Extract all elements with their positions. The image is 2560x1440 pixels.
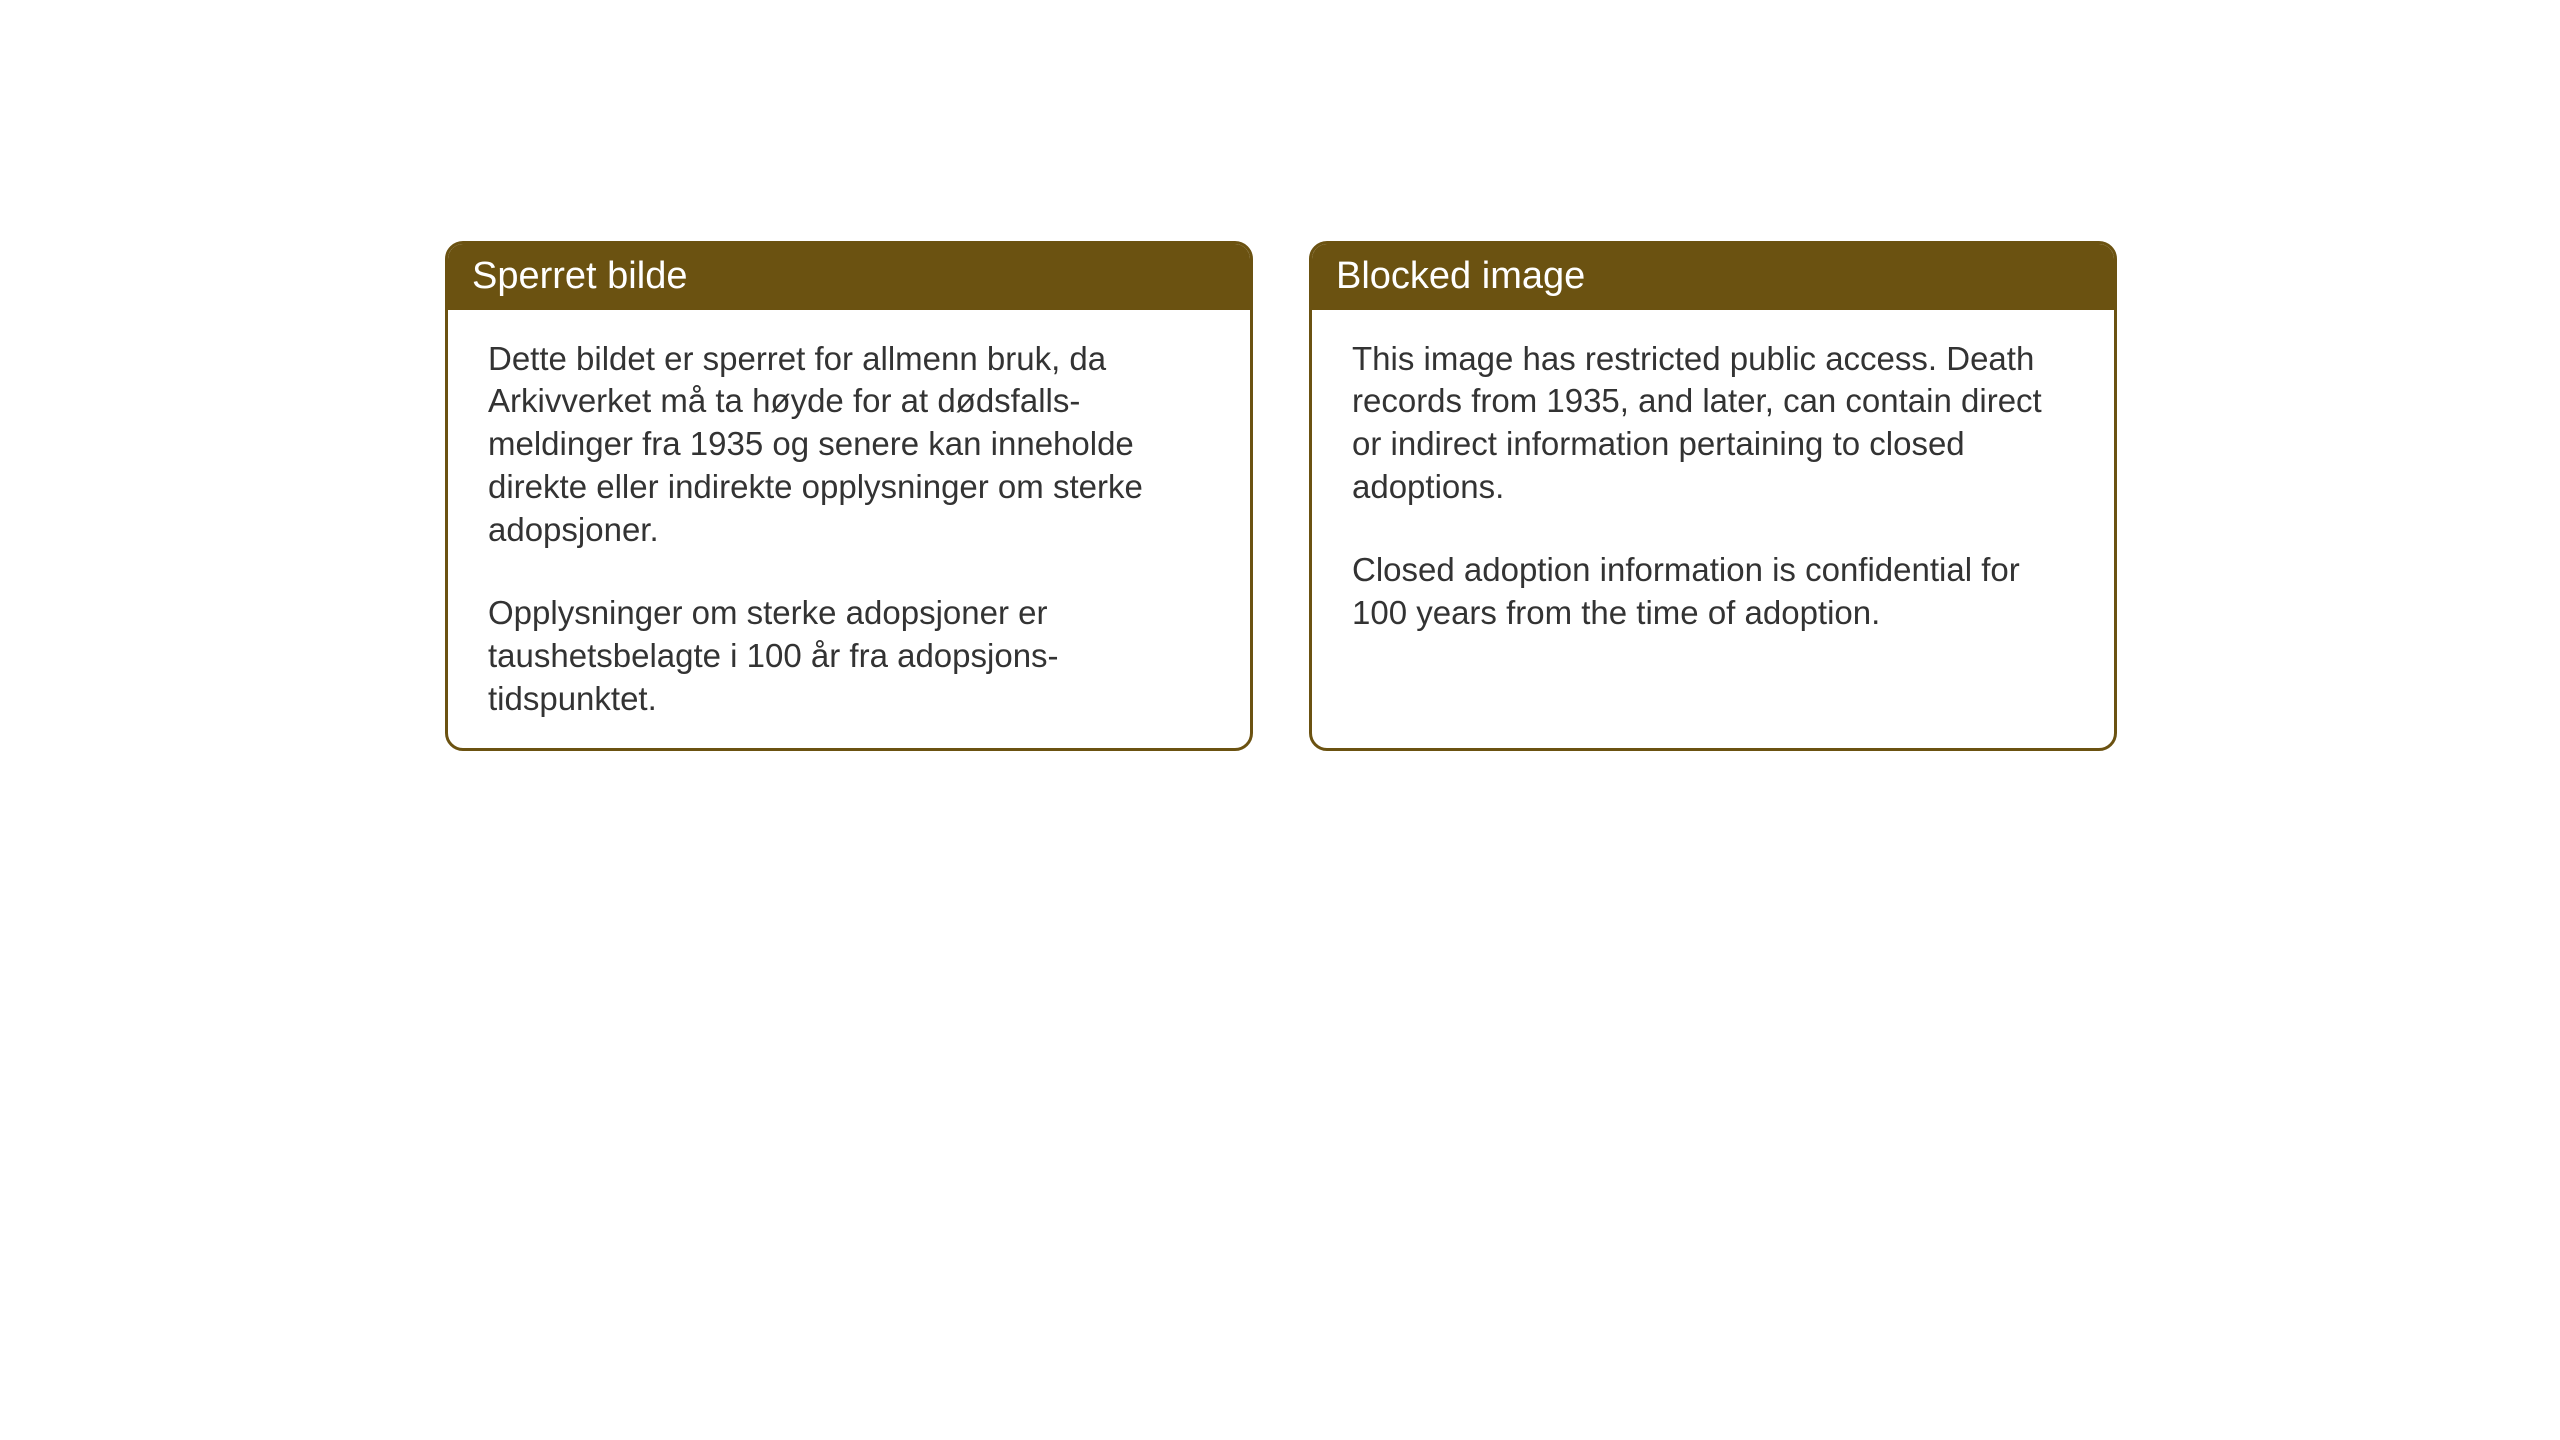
card-english: Blocked image This image has restricted … bbox=[1309, 241, 2117, 751]
card-header-english: Blocked image bbox=[1312, 244, 2114, 310]
card-paragraph-2-english: Closed adoption information is confident… bbox=[1352, 549, 2074, 635]
card-body-english: This image has restricted public access.… bbox=[1312, 310, 2114, 663]
cards-container: Sperret bilde Dette bildet er sperret fo… bbox=[445, 241, 2117, 751]
card-paragraph-1-english: This image has restricted public access.… bbox=[1352, 338, 2074, 510]
card-paragraph-2-norwegian: Opplysninger om sterke adopsjoner er tau… bbox=[488, 592, 1210, 721]
card-norwegian: Sperret bilde Dette bildet er sperret fo… bbox=[445, 241, 1253, 751]
card-body-norwegian: Dette bildet er sperret for allmenn bruk… bbox=[448, 310, 1250, 749]
card-paragraph-1-norwegian: Dette bildet er sperret for allmenn bruk… bbox=[488, 338, 1210, 552]
card-header-norwegian: Sperret bilde bbox=[448, 244, 1250, 310]
